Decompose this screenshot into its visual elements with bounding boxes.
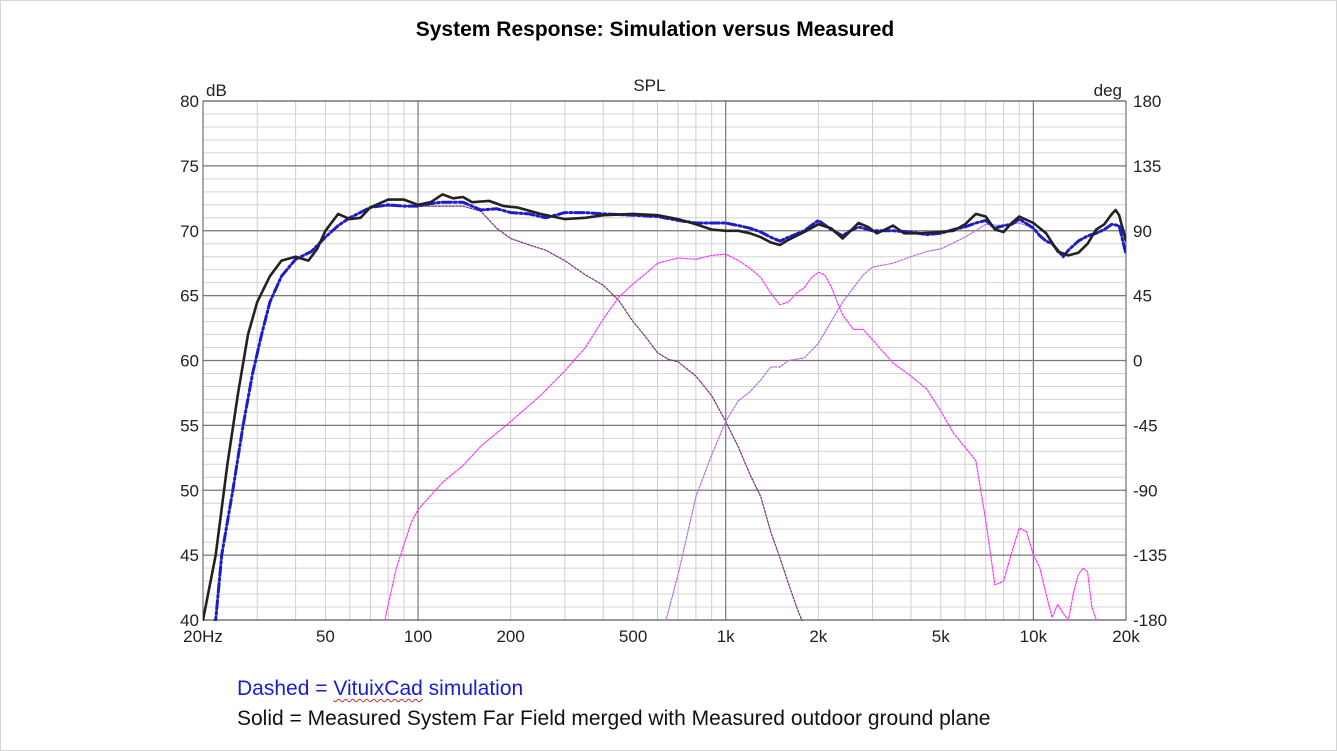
- figure-title: System Response: Simulation versus Measu…: [415, 18, 895, 41]
- x-tick-label: 20k: [1112, 627, 1140, 646]
- y-tick-label: 40: [180, 611, 199, 630]
- simulated-series-line: [213, 200, 1126, 621]
- y-tick-label: 75: [180, 157, 199, 176]
- y-tick-label: 55: [180, 416, 199, 435]
- tweeter-series-line: [665, 222, 1126, 621]
- chart-title-spl: SPL: [633, 76, 665, 95]
- woofer-series-line: [214, 205, 803, 621]
- x-tick-label: 200: [496, 627, 524, 646]
- tick-labels: 20Hz 50 100 200 500 1k 2k 5k 10k 20k 40 45 50 55 60 65 7…: [180, 92, 1167, 646]
- y-tick-label: 45: [180, 546, 199, 565]
- plot-border: [202, 100, 1127, 621]
- y-tick-label: 65: [180, 287, 199, 306]
- y-axis-label-db: dB: [206, 81, 227, 100]
- caption-dashed: Dashed = VituixCad simulation: [237, 677, 523, 701]
- series-layer: [203, 193, 1126, 621]
- y2-tick-label: 180: [1133, 92, 1161, 111]
- x-tick-label: 100: [404, 627, 432, 646]
- y2-tick-label: -180: [1133, 611, 1167, 630]
- y2-tick-label: -45: [1133, 416, 1158, 435]
- y-tick-label: 60: [180, 352, 199, 371]
- y2-tick-label: 45: [1133, 287, 1152, 306]
- y-tick-label: 70: [180, 222, 199, 241]
- x-tick-label: 10k: [1020, 627, 1048, 646]
- measured-series-line: [203, 193, 1126, 621]
- caption-dashed-prefix: Dashed =: [237, 677, 334, 700]
- y2-tick-label: 90: [1133, 222, 1152, 241]
- y2-tick-label: 0: [1133, 352, 1142, 371]
- y2-tick-label: 135: [1133, 157, 1161, 176]
- caption-solid: Solid = Measured System Far Field merged…: [237, 707, 991, 730]
- y2-axis-label-deg: deg: [1094, 81, 1122, 100]
- y2-tick-label: -135: [1133, 546, 1167, 565]
- x-tick-label: 500: [619, 627, 647, 646]
- midrange-series-line: [384, 253, 1097, 621]
- x-tick-label: 5k: [932, 627, 950, 646]
- caption-dashed-suffix: simulation: [422, 677, 524, 700]
- x-tick-label: 2k: [809, 627, 827, 646]
- y2-tick-label: -90: [1133, 481, 1158, 500]
- x-tick-label: 20Hz: [183, 627, 223, 646]
- caption-vituixcad: VituixCad: [333, 677, 423, 700]
- x-tick-label: 50: [316, 627, 335, 646]
- y-tick-label: 50: [180, 481, 199, 500]
- y-tick-label: 80: [180, 92, 199, 111]
- x-tick-label: 1k: [717, 627, 735, 646]
